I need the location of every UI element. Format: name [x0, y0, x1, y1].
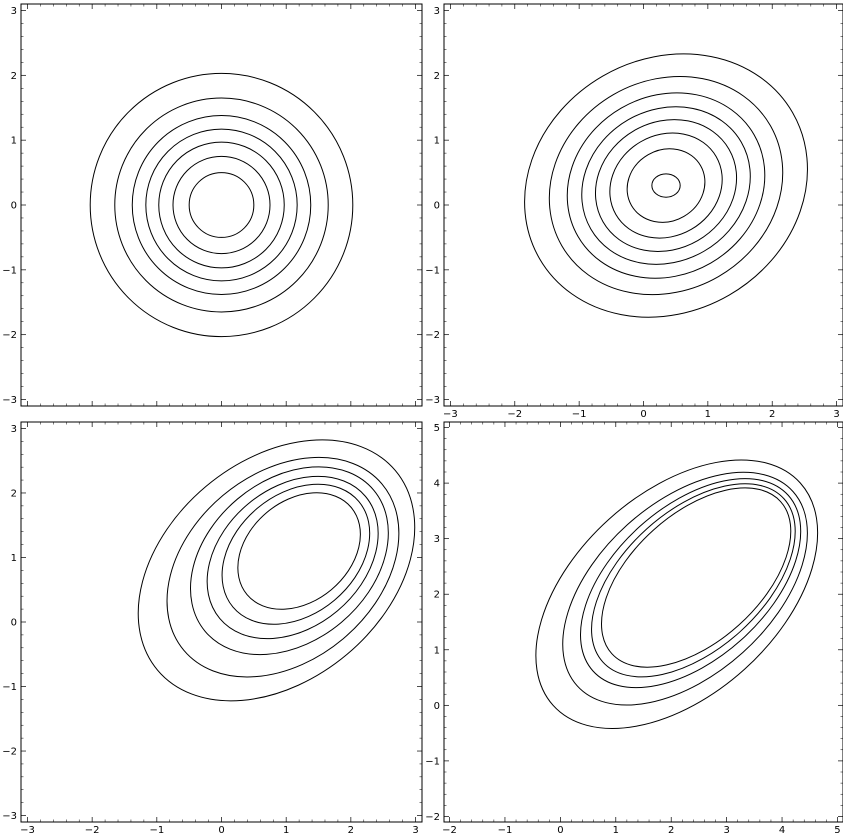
y-tick-label: 3 [434, 534, 440, 545]
contour-level-7 [89, 72, 354, 338]
y-tick-label: 2 [11, 488, 17, 499]
x-tick-label: 3 [412, 825, 418, 834]
plot-frame [20, 3, 423, 407]
plot-frame [20, 421, 423, 823]
contour-level-3 [158, 141, 285, 269]
plot-frame [443, 3, 843, 407]
contour-level-5 [581, 106, 751, 265]
x-tick-label: 0 [557, 825, 563, 834]
y-tick-label: 5 [434, 423, 440, 434]
y-tick-label: 4 [434, 479, 440, 490]
contour-level-2 [221, 483, 371, 625]
x-tick-label: −2 [85, 825, 100, 834]
y-tick-label: 1 [11, 553, 17, 564]
y-tick-label: 0 [11, 201, 17, 212]
contour-level-2 [172, 155, 271, 255]
contour-level-8 [524, 53, 808, 318]
contour-lines [524, 53, 808, 318]
x-tick-label: 0 [640, 409, 646, 420]
x-tick-label: −3 [20, 825, 35, 834]
y-tick-label: 2 [434, 590, 440, 601]
contour-lines [535, 459, 819, 729]
y-tick-label: 0 [11, 618, 17, 629]
contour-level-1 [237, 492, 361, 610]
contour-lines [137, 439, 416, 702]
contour-level-1 [188, 172, 255, 238]
y-tick-label: 3 [434, 6, 440, 17]
x-tick-label: 0 [218, 825, 224, 834]
x-tick-label: −2 [442, 825, 457, 834]
y-tick-label: −1 [425, 756, 440, 767]
panel-bottom-right: −2 −1 0 1 2 3 4 5 −2 −1 0 1 2 3 4 5 [425, 421, 843, 834]
x-tick-label: −2 [507, 409, 522, 420]
y-tick-label: −3 [2, 395, 17, 406]
contour-level-2 [591, 483, 796, 678]
x-tick-label: −1 [572, 409, 587, 420]
contour-level-6 [566, 92, 766, 279]
x-tick-label: 1 [613, 825, 619, 834]
panel-top-left: −3 −2 −1 0 1 2 3 [2, 3, 423, 407]
contour-level-4 [562, 471, 808, 706]
contour-level-3 [206, 475, 379, 640]
contour-level-3 [580, 478, 802, 689]
panel-top-right: −3 −2 −1 0 1 2 3 −3 −2 −1 0 1 2 3 [425, 3, 843, 420]
x-tick-label: 2 [348, 825, 354, 834]
x-tick-label: 3 [723, 825, 729, 834]
y-tick-label: −2 [2, 747, 17, 758]
contour-level-5 [131, 115, 312, 295]
panel-bottom-left: −3 −2 −1 0 1 2 3 −3 −2 −1 0 1 2 3 [2, 421, 423, 834]
y-tick-label: −1 [425, 265, 440, 276]
y-tick-label: 0 [434, 701, 440, 712]
contour-level-2 [626, 148, 706, 223]
contour-level-4 [190, 466, 389, 656]
x-tick-label: 3 [833, 409, 839, 420]
y-tick-label: 2 [11, 71, 17, 82]
y-tick-label: 2 [434, 71, 440, 82]
x-tick-label: 2 [668, 825, 674, 834]
y-tick-label: 1 [434, 136, 440, 147]
y-tick-label: −3 [2, 811, 17, 822]
y-tick-label: 1 [434, 645, 440, 656]
x-tick-label: −1 [149, 825, 164, 834]
contour-level-4 [594, 119, 738, 253]
contour-level-4 [145, 128, 298, 282]
y-tick-label: 3 [11, 6, 17, 17]
contour-lines [89, 72, 354, 338]
contour-level-3 [609, 132, 723, 239]
contour-level-6 [137, 439, 416, 702]
x-tick-label: 4 [779, 825, 785, 834]
x-tick-label: 2 [769, 409, 775, 420]
y-tick-label: −1 [2, 682, 17, 693]
y-tick-label: 1 [11, 136, 17, 147]
x-tick-label: 1 [705, 409, 711, 420]
contour-level-5 [535, 459, 819, 729]
y-tick-label: −2 [425, 330, 440, 341]
y-tick-label: −2 [2, 330, 17, 341]
contour-level-7 [548, 75, 784, 296]
plot-frame [443, 421, 843, 823]
contour-level-1 [651, 173, 681, 198]
y-tick-label: 3 [11, 424, 17, 435]
y-tick-label: −1 [2, 265, 17, 276]
x-tick-label: 5 [834, 825, 840, 834]
y-tick-label: 0 [434, 201, 440, 212]
contour-level-1 [601, 487, 792, 668]
x-tick-label: 1 [283, 825, 289, 834]
y-tick-label: −3 [425, 395, 440, 406]
x-tick-label: −1 [498, 825, 513, 834]
contour-level-5 [166, 456, 400, 678]
x-tick-label: −3 [443, 409, 458, 420]
contour-level-6 [114, 97, 329, 313]
y-tick-label: −2 [425, 812, 440, 823]
